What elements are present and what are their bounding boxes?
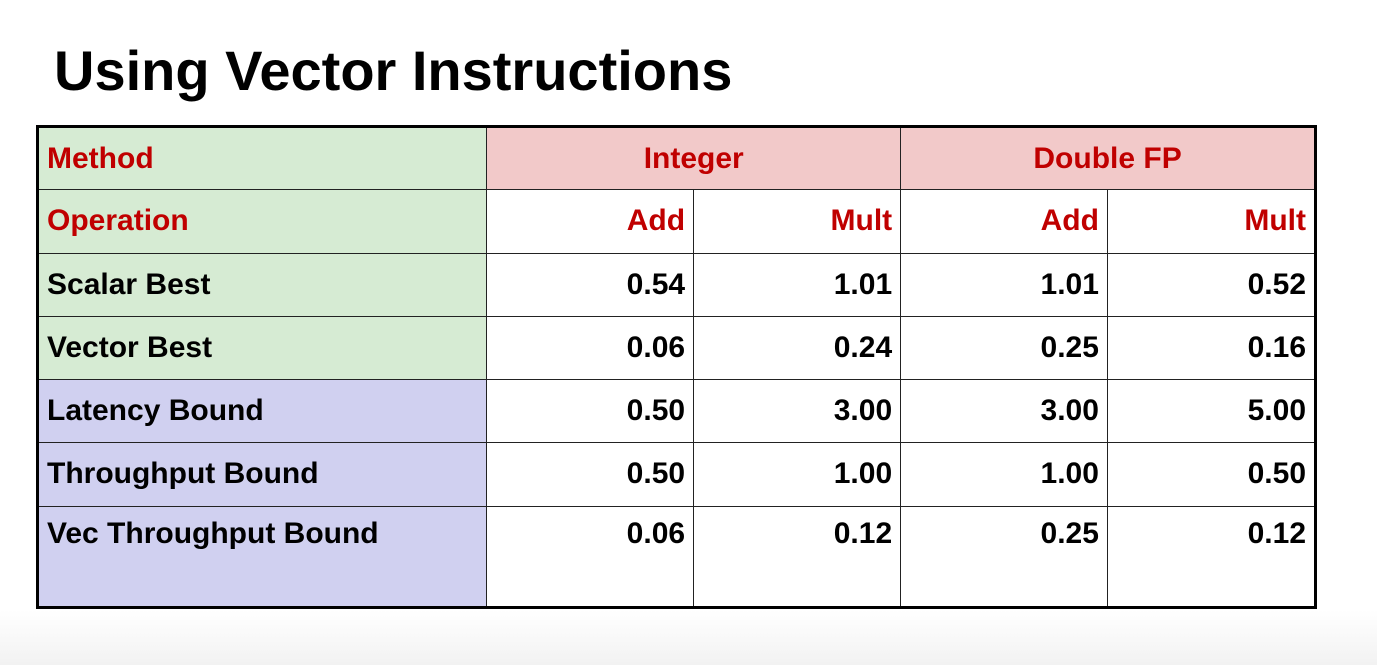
header-row-operation: Operation Add Mult Add Mult — [36, 189, 1317, 254]
cell: 0.52 — [1106, 252, 1317, 317]
cell: 0.06 — [486, 315, 695, 381]
cell: 0.50 — [1106, 442, 1317, 507]
cell: 3.00 — [900, 378, 1108, 444]
row-label: Vector Best — [36, 315, 488, 381]
slide-title: Using Vector Instructions — [54, 39, 733, 102]
table-row: Latency Bound 0.50 3.00 3.00 5.00 — [36, 378, 1317, 444]
cell: 1.00 — [900, 442, 1108, 507]
op-header: Add — [486, 189, 695, 254]
cell: 3.00 — [693, 378, 902, 444]
cell: 1.00 — [693, 442, 902, 507]
group-integer: Integer — [486, 125, 902, 191]
method-label: Method — [36, 125, 488, 191]
cell: 5.00 — [1106, 378, 1317, 444]
cell: 0.50 — [486, 378, 695, 444]
row-label: Throughput Bound — [36, 442, 488, 507]
cell: 0.16 — [1106, 315, 1317, 381]
cell: 0.24 — [693, 315, 902, 381]
cell: 0.54 — [486, 252, 695, 317]
cell: 0.06 — [486, 505, 695, 608]
group-double-fp: Double FP — [900, 125, 1316, 191]
op-header: Add — [900, 189, 1108, 254]
cell: 0.25 — [900, 505, 1108, 608]
cell: 0.25 — [900, 315, 1108, 381]
row-label: Scalar Best — [36, 252, 488, 317]
row-label: Latency Bound — [36, 378, 488, 444]
op-header: Mult — [693, 189, 902, 254]
table-row: Throughput Bound 0.50 1.00 1.00 0.50 — [36, 442, 1317, 507]
cell: 0.12 — [693, 505, 902, 608]
results-table: Method Integer Double FP Operation Add M… — [36, 125, 1317, 609]
cell: 1.01 — [900, 252, 1108, 317]
cell: 0.12 — [1106, 505, 1317, 608]
table-row: Vec Throughput Bound 0.06 0.12 0.25 0.12 — [36, 505, 1317, 608]
header-row-method: Method Integer Double FP — [36, 125, 1316, 191]
cell: 1.01 — [693, 252, 902, 317]
operation-label: Operation — [36, 189, 488, 254]
op-header: Mult — [1106, 189, 1317, 254]
row-label: Vec Throughput Bound — [36, 505, 488, 608]
table-row: Scalar Best 0.54 1.01 1.01 0.52 — [36, 252, 1317, 317]
cell: 0.50 — [486, 442, 695, 507]
table-row: Vector Best 0.06 0.24 0.25 0.16 — [36, 315, 1317, 381]
